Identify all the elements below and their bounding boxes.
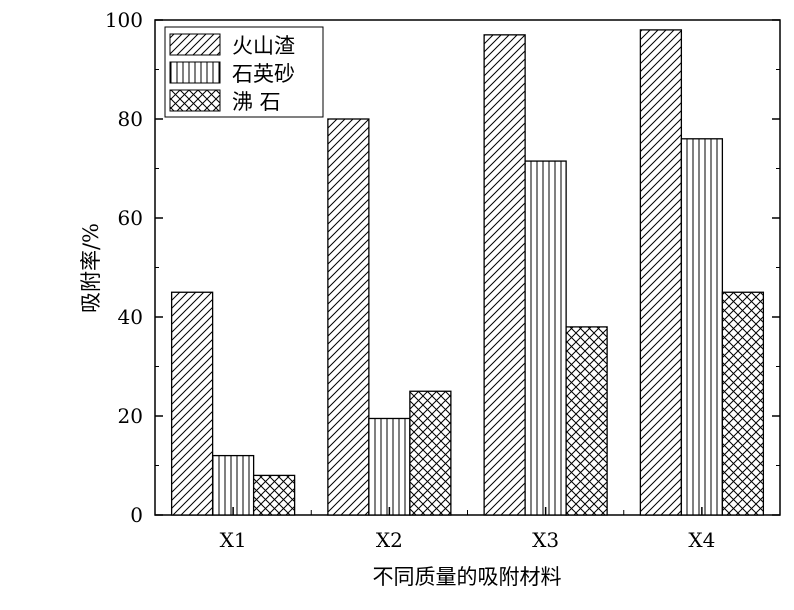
legend-label-2: 沸 石 <box>232 90 281 114</box>
y-tick-label: 80 <box>118 107 143 131</box>
legend-label-0: 火山渣 <box>232 34 295 58</box>
y-tick-label: 0 <box>130 503 143 527</box>
bar-X3-series-2 <box>565 326 608 516</box>
bar-X2-series-2 <box>409 390 452 516</box>
x-tick-label: X1 <box>220 528 247 552</box>
legend: 火山渣 石英砂 沸 石 <box>164 26 324 118</box>
x-axis: X1 X2 X3 X4 <box>220 507 715 552</box>
y-tick-label: 20 <box>118 404 143 428</box>
bar-X2-series-0 <box>327 118 370 516</box>
x-axis-label: 不同质量的吸附材料 <box>373 565 562 589</box>
y-axis: 0 20 40 60 80 100 <box>105 8 780 527</box>
bar-X3-series-0 <box>483 34 526 516</box>
x-tick-label: X3 <box>532 528 559 552</box>
y-axis-label: 吸附率/% <box>79 223 103 313</box>
bar-X4-series-0 <box>639 29 683 516</box>
bar-X4-series-2 <box>721 291 765 516</box>
legend-swatch-2 <box>169 89 221 112</box>
bar-X3-series-1 <box>524 160 567 516</box>
legend-label-1: 石英砂 <box>232 62 295 86</box>
bars-layer <box>170 29 765 516</box>
legend-swatch-0 <box>169 33 221 56</box>
x-tick-label: X4 <box>688 528 715 552</box>
bar-X2-series-1 <box>368 417 411 516</box>
y-tick-label: 40 <box>118 305 143 329</box>
y-tick-label: 60 <box>118 206 143 230</box>
bar-X1-series-2 <box>252 474 296 516</box>
bar-X1-series-1 <box>211 454 255 516</box>
bar-X1-series-0 <box>170 291 214 516</box>
legend-swatch-1 <box>169 61 221 84</box>
x-tick-label: X2 <box>376 528 403 552</box>
y-tick-label: 100 <box>105 8 143 32</box>
bar-X4-series-1 <box>680 138 724 516</box>
